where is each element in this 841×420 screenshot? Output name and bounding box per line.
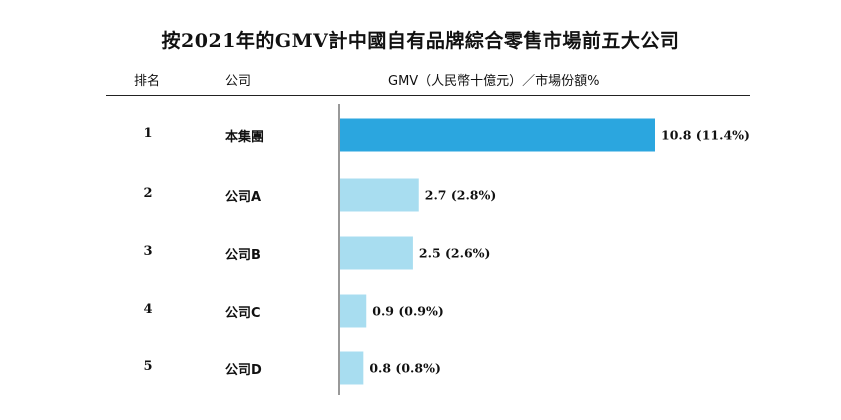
bar-label-2: 2.7 (2.8%) (425, 188, 497, 203)
bar-label-4: 0.9 (0.9%) (372, 304, 444, 319)
header-metric: GMV（人民幣十億元）／市場份額% (388, 74, 600, 89)
company-cell: 公司B (225, 248, 261, 263)
rank-cell: 3 (143, 244, 153, 259)
bar-3 (340, 236, 413, 270)
bar-1 (340, 118, 655, 152)
rank-cell: 4 (143, 302, 153, 317)
header-rank: 排名 (134, 74, 161, 89)
bar-5 (340, 351, 364, 385)
bar-4 (340, 294, 367, 328)
company-cell: 公司A (225, 190, 262, 205)
company-cell: 公司D (225, 363, 262, 378)
chart-title: 按2021年的GMV計中國自有品牌綜合零售市場前五大公司 (161, 30, 680, 52)
bar-label-3: 2.5 (2.6%) (419, 246, 491, 261)
rank-cell: 1 (143, 126, 153, 141)
bar-label-5: 0.8 (0.8%) (369, 361, 441, 376)
bar-label-1: 10.8 (11.4%) (661, 128, 750, 143)
company-cell: 本集團 (225, 130, 265, 145)
bar-2 (340, 178, 419, 212)
company-cell: 公司C (225, 306, 261, 321)
rank-cell: 5 (143, 359, 153, 374)
header-company: 公司 (225, 74, 252, 89)
header-divider (106, 95, 750, 96)
rank-cell: 2 (143, 186, 153, 201)
